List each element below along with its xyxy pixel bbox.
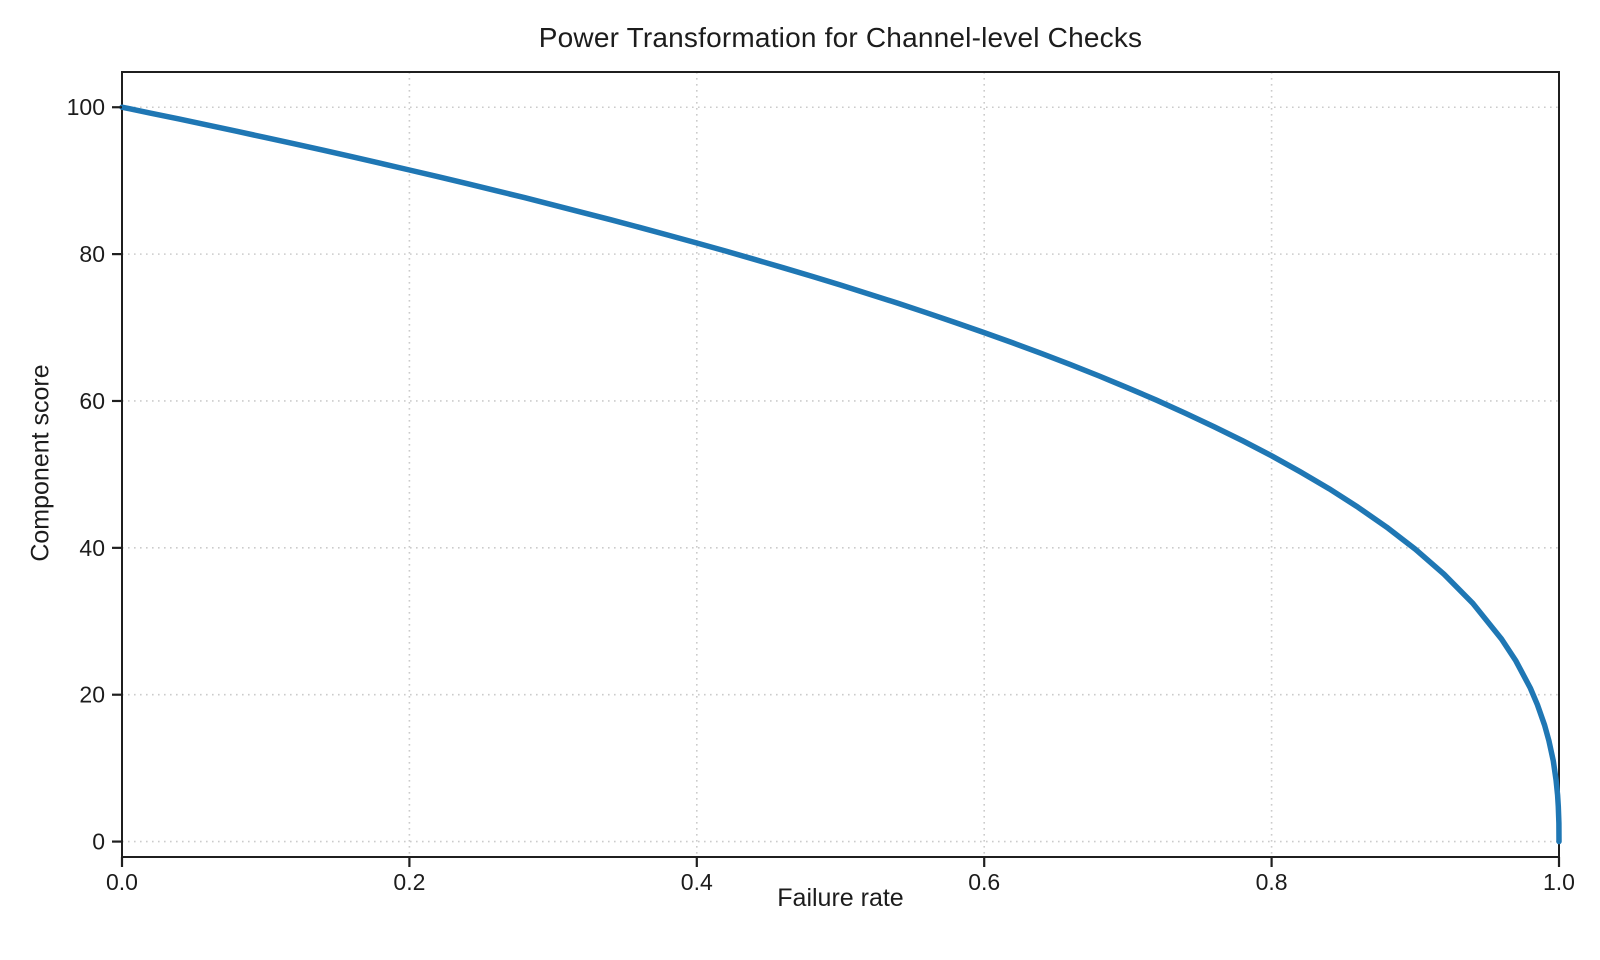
- y-tick-label: 60: [79, 388, 105, 414]
- plot-border: [121, 71, 1560, 858]
- x-tick-label: 0.6: [968, 869, 1000, 895]
- y-tick-label: 80: [79, 241, 105, 267]
- x-tick-label: 0.0: [106, 869, 138, 895]
- x-tick-label: 0.2: [393, 869, 425, 895]
- y-tick-label: 20: [79, 682, 105, 708]
- series-line: [119, 104, 1562, 845]
- x-tick-label: 0.4: [681, 869, 713, 895]
- y-tick-label: 0: [92, 829, 105, 855]
- y-tick-label: 40: [79, 535, 105, 561]
- x-tick-label: 0.8: [1256, 869, 1288, 895]
- x-tick-label: 1.0: [1543, 869, 1575, 895]
- chart-title: Power Transformation for Channel-level C…: [538, 22, 1143, 53]
- y-tick-label: 100: [67, 94, 105, 120]
- y-axis-label: Component score: [26, 364, 55, 562]
- x-axis-label: Failure rate: [777, 884, 904, 912]
